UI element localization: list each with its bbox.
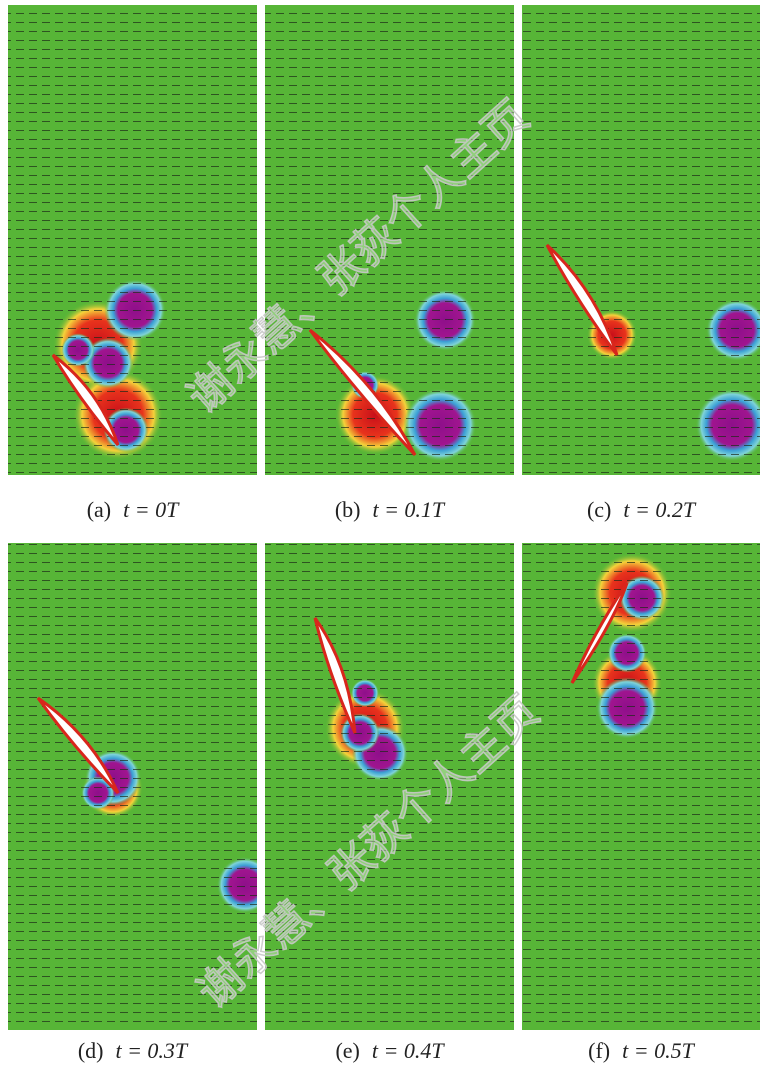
panel-label: (c)	[587, 497, 611, 522]
caption: (c) t = 0.2T	[587, 497, 697, 522]
time-label: t = 0T	[123, 497, 180, 522]
time-label: t = 0.5T	[622, 1038, 695, 1063]
panel-label: (d)	[78, 1038, 104, 1063]
flow-panel	[522, 543, 760, 1030]
velocity-vectors	[522, 543, 760, 1030]
panel-content	[522, 543, 760, 1030]
caption: (a) t = 0T	[87, 497, 180, 522]
caption: (e) t = 0.4T	[335, 1038, 445, 1063]
caption: (f) t = 0.5T	[588, 1038, 695, 1063]
time-label: t = 0.1T	[372, 497, 445, 522]
figure: (a) t = 0T (b) t = 0.1T (c) t = 0.2T (d) t = 0.…	[0, 0, 763, 1079]
panel-label: (b)	[335, 497, 361, 522]
caption: (d) t = 0.3T	[78, 1038, 189, 1063]
velocity-vectors	[522, 5, 760, 475]
panel-label: (a)	[87, 497, 111, 522]
caption: (b) t = 0.1T	[335, 497, 446, 522]
panel-label: (f)	[588, 1038, 610, 1063]
panel-label: (e)	[335, 1038, 359, 1063]
panel-content	[522, 5, 763, 475]
time-label: t = 0.2T	[623, 497, 696, 522]
flow-panel	[522, 5, 763, 475]
time-label: t = 0.3T	[115, 1038, 188, 1063]
time-label: t = 0.4T	[372, 1038, 445, 1063]
